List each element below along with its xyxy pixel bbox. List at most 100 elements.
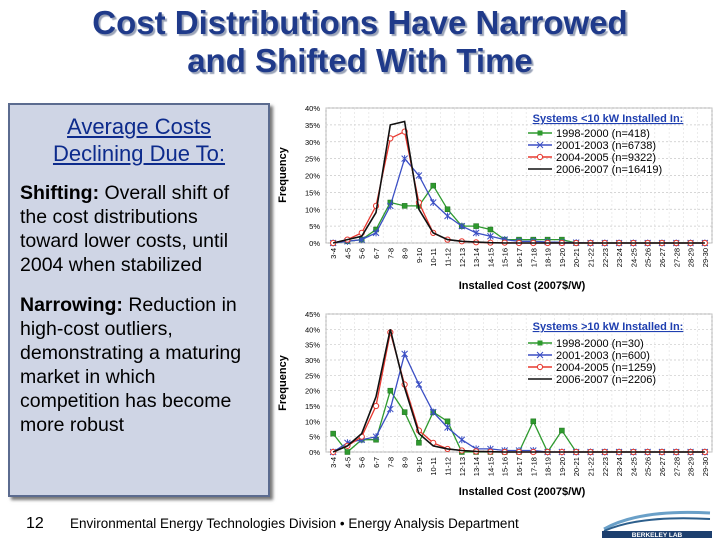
x-tick-label: 10-11	[429, 248, 438, 267]
data-point	[401, 409, 408, 415]
berkeley-lab-logo: BERKELEY LAB	[600, 507, 714, 539]
data-point	[372, 402, 380, 410]
x-axis-label: Installed Cost (2007$/W)	[459, 486, 586, 498]
data-point	[415, 172, 423, 179]
x-tick-label: 3-4	[329, 457, 338, 468]
x-tick-label: 14-15	[486, 248, 495, 267]
x-tick-label: 3-4	[329, 248, 338, 259]
x-tick-label: 26-27	[658, 248, 667, 267]
x-tick-label: 17-18	[529, 248, 538, 267]
series-line	[332, 120, 705, 244]
point-narrowing-text: Reduction in high-cost outliers, demonst…	[20, 294, 242, 436]
data-point	[358, 236, 366, 244]
x-tick-label: 8-9	[401, 457, 410, 468]
x-tick-label: 29-30	[701, 457, 710, 476]
y-tick-label: 30%	[305, 356, 320, 365]
x-tick-label: 22-23	[601, 248, 610, 267]
x-tick-label: 25-26	[644, 248, 653, 267]
y-tick-label: 40%	[305, 104, 320, 113]
x-tick-label: 19-20	[558, 248, 567, 267]
x-tick-label: 16-17	[515, 248, 524, 267]
legend-title: Systems <10 kW Installed In:	[533, 113, 684, 125]
x-tick-label: 9-10	[415, 457, 424, 472]
point-shifting-text: Overall shift of the cost distributions …	[20, 182, 230, 276]
y-tick-label: 35%	[305, 121, 320, 130]
x-tick-label: 18-19	[544, 248, 553, 267]
y-tick-label: 25%	[305, 371, 320, 380]
data-point	[415, 381, 423, 389]
x-tick-label: 7-8	[386, 457, 395, 468]
slide-title: Cost Distributions Have Narrowed and Shi…	[30, 4, 690, 80]
y-tick-label: 5%	[309, 222, 320, 231]
legend-marker	[536, 141, 544, 149]
data-point	[387, 387, 394, 394]
legend-entry: 2004-2005 (n=9322)	[556, 152, 656, 164]
legend-entry: 1998-2000 (n=418)	[556, 128, 650, 140]
data-point	[429, 408, 437, 416]
x-tick-label: 13-14	[472, 248, 481, 267]
y-tick-label: 15%	[305, 402, 320, 411]
point-shifting: Shifting: Overall shift of the cost dist…	[20, 181, 258, 277]
x-tick-label: 15-16	[501, 457, 510, 476]
x-tick-label: 23-24	[615, 457, 624, 476]
x-tick-label: 15-16	[501, 248, 510, 267]
legend-marker	[537, 340, 543, 346]
legend-entry: 2001-2003 (n=6738)	[556, 140, 656, 152]
x-tick-label: 4-5	[343, 248, 352, 259]
page-number: 12	[26, 515, 44, 532]
y-tick-label: 0%	[309, 239, 320, 248]
data-point	[559, 427, 565, 434]
panel-heading-line-2: Declining Due To:	[52, 141, 226, 166]
legend-marker	[537, 130, 543, 136]
legend-marker	[536, 153, 544, 161]
y-tick-label: 15%	[305, 188, 320, 197]
slide-title-line-1: Cost Distributions Have Narrowed	[92, 4, 628, 41]
data-point	[330, 430, 336, 437]
y-tick-label: 25%	[305, 155, 320, 164]
x-tick-label: 25-26	[644, 457, 653, 476]
x-tick-label: 26-27	[658, 457, 667, 476]
x-tick-label: 4-5	[343, 457, 352, 468]
y-tick-label: 45%	[305, 310, 320, 319]
panel-heading-line-1: Average Costs	[67, 114, 211, 139]
data-point	[458, 436, 466, 444]
legend-marker	[536, 363, 544, 371]
y-tick-label: 5%	[309, 433, 320, 442]
data-point	[487, 232, 494, 240]
chart-large-systems: 0% 5% 10% 15% 20% 25% 30% 35% 40% 45% 3-4 4-5 5-6 6-7…	[277, 310, 713, 498]
x-tick-label: 14-15	[486, 457, 495, 476]
x-tick-label: 6-7	[372, 457, 381, 468]
x-tick-label: 20-21	[572, 457, 581, 476]
data-point	[444, 206, 451, 212]
x-tick-label: 9-10	[415, 248, 424, 263]
x-tick-label: 27-28	[672, 457, 681, 476]
data-point	[473, 223, 479, 229]
series-line	[332, 329, 705, 453]
x-tick-label: 5-6	[358, 248, 367, 259]
x-tick-label: 29-30	[701, 248, 710, 267]
data-point	[372, 433, 380, 441]
chart-small-systems: 0% 5% 10% 15% 20% 25% 30% 35% 40% 3-4 4-5 5-6 6-7 7-8…	[277, 104, 713, 292]
x-tick-label: 24-25	[629, 248, 638, 267]
y-tick-label: 20%	[305, 172, 320, 181]
data-point	[530, 418, 537, 425]
footer-text: Environmental Energy Technologies Divisi…	[70, 516, 519, 531]
data-point	[416, 440, 422, 446]
logo-text: BERKELEY LAB	[632, 532, 683, 539]
data-point	[458, 222, 466, 230]
x-tick-label: 23-24	[615, 248, 624, 267]
data-point	[444, 418, 451, 425]
y-tick-label: 40%	[305, 325, 320, 334]
x-tick-label: 18-19	[544, 457, 553, 476]
x-tick-label: 11-12	[444, 457, 453, 476]
x-tick-label: 13-14	[472, 457, 481, 476]
x-axis-label: Installed Cost (2007$/W)	[459, 280, 586, 292]
y-tick-label: 30%	[305, 138, 320, 147]
data-point	[401, 203, 408, 209]
y-tick-label: 10%	[305, 417, 320, 426]
data-point	[430, 182, 436, 189]
legend-marker	[536, 351, 544, 359]
x-tick-label: 12-13	[458, 248, 467, 267]
legend-entry: 2001-2003 (n=600)	[556, 350, 650, 362]
x-tick-label: 27-28	[672, 248, 681, 267]
